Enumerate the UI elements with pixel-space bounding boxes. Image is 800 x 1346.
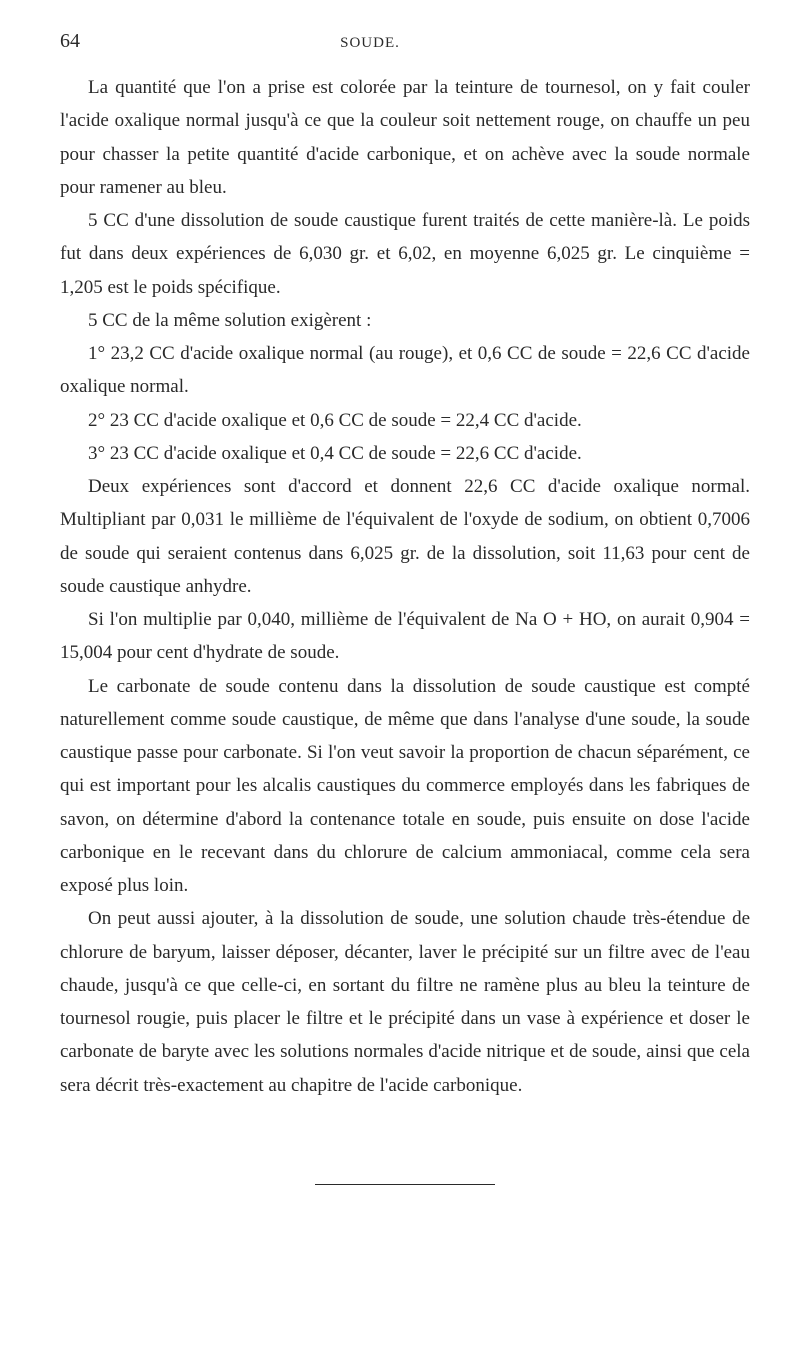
- paragraph-2: 5 CC d'une dissolution de soude caustiqu…: [60, 204, 750, 304]
- paragraph-9: Le carbonate de soude contenu dans la di…: [60, 670, 750, 903]
- paragraph-6: 3° 23 CC d'acide oxalique et 0,4 CC de s…: [60, 437, 750, 470]
- paragraph-4: 1° 23,2 CC d'acide oxalique normal (au r…: [60, 337, 750, 404]
- paragraph-1: La quantité que l'on a prise est colorée…: [60, 71, 750, 204]
- page-number: 64: [60, 30, 80, 53]
- paragraph-8: Si l'on multiplie par 0,040, millième de…: [60, 603, 750, 670]
- header-title: SOUDE.: [340, 35, 400, 52]
- section-divider-wrap: [60, 1172, 750, 1190]
- paragraph-7: Deux expériences sont d'accord et donnen…: [60, 470, 750, 603]
- section-divider: [315, 1184, 495, 1185]
- page-header: 64 SOUDE.: [60, 30, 750, 53]
- paragraph-5: 2° 23 CC d'acide oxalique et 0,6 CC de s…: [60, 404, 750, 437]
- paragraph-10: On peut aussi ajouter, à la dissolution …: [60, 902, 750, 1102]
- paragraph-3: 5 CC de la même solution exigèrent :: [60, 304, 750, 337]
